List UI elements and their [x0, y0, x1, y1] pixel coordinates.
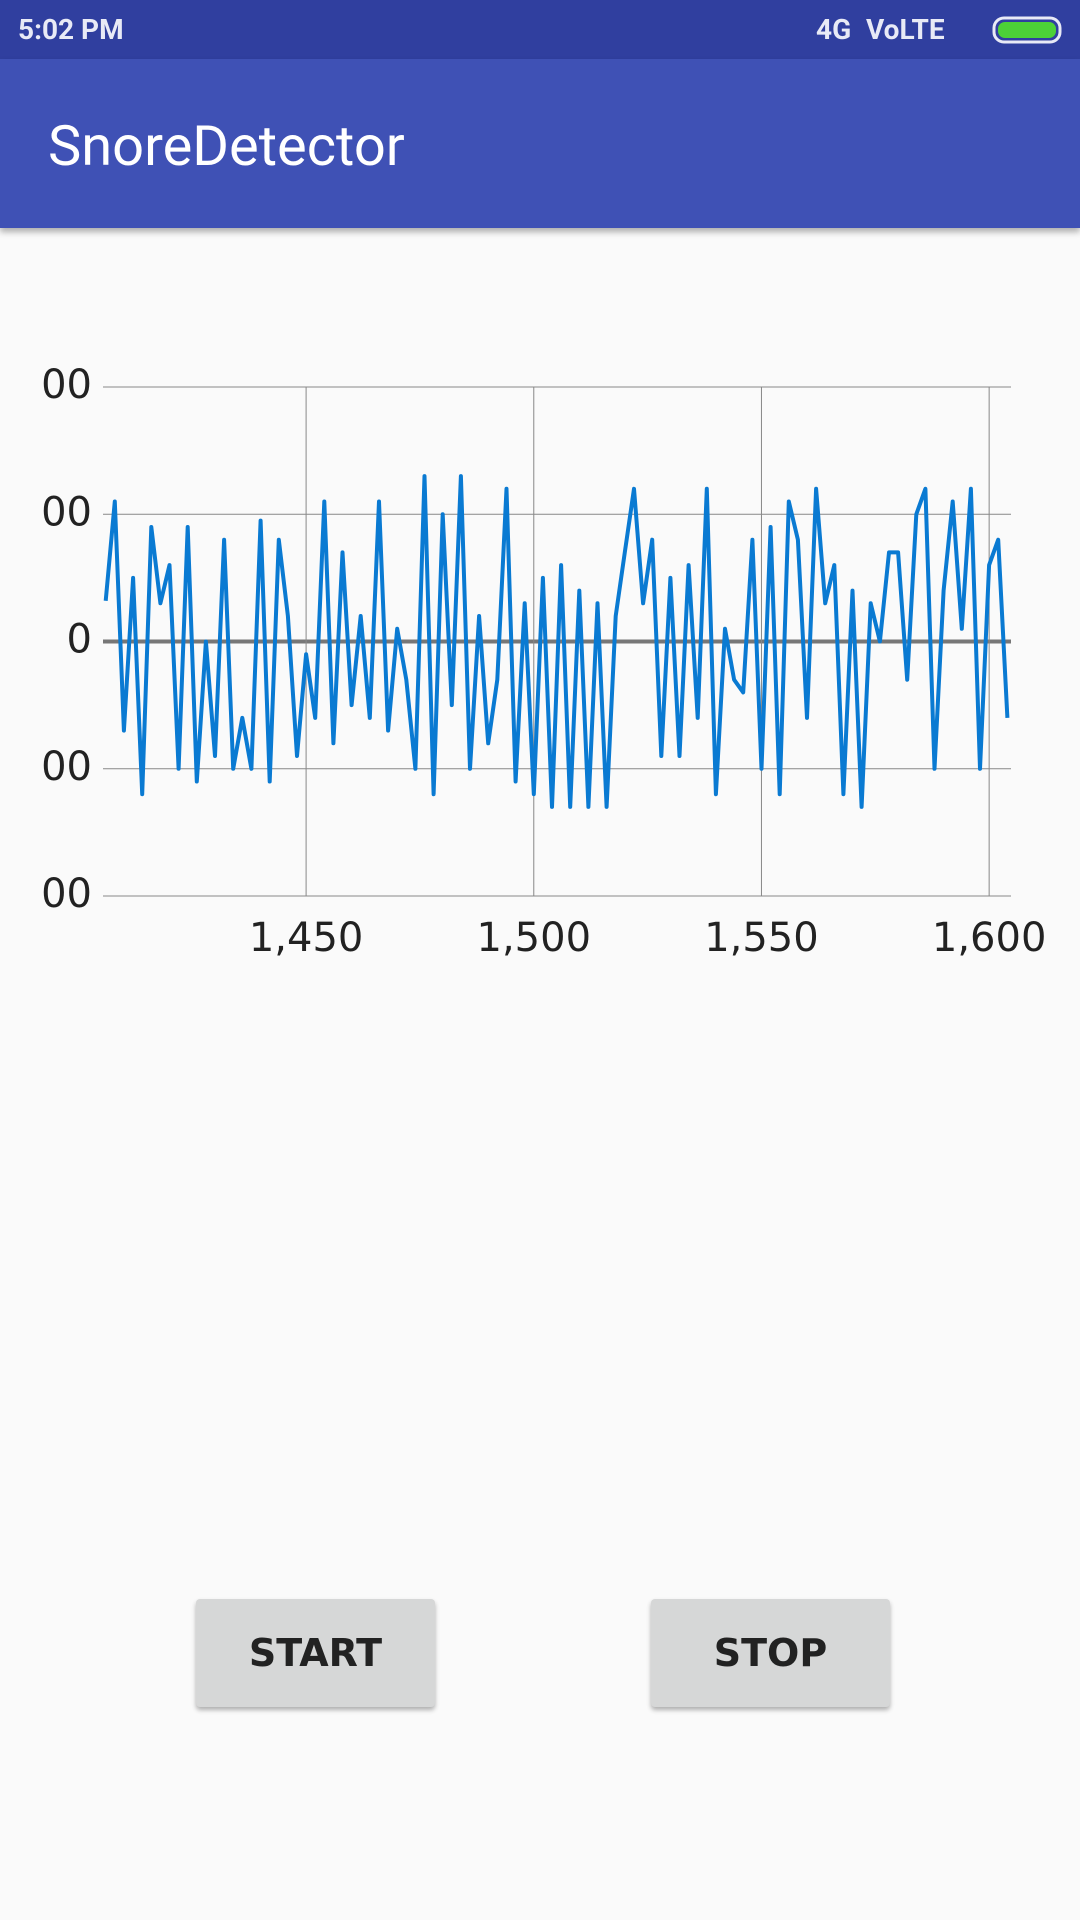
start-button[interactable]: START [196, 1599, 435, 1707]
volte: VoLTE [866, 13, 945, 46]
clock: 5:02 PM [18, 13, 124, 46]
x-tick-label: 1,600 [932, 915, 1047, 961]
y-tick-label: 00 [41, 744, 92, 790]
stop-button[interactable]: STOP [651, 1599, 890, 1707]
x-tick-label: 1,450 [249, 915, 364, 961]
app-bar: SnoreDetector [0, 59, 1080, 228]
app-title: SnoreDetector [48, 113, 405, 179]
y-tick-label: 00 [41, 362, 92, 408]
status-bar: 5:02 PM 4G VoLTE [0, 0, 1080, 59]
x-tick-label: 1,500 [477, 915, 592, 961]
network-type: 4G [816, 13, 852, 46]
data-line [103, 474, 1010, 809]
y-tick-label: 0 [67, 617, 92, 663]
y-tick-label: 00 [41, 489, 92, 535]
battery-icon [992, 16, 1062, 44]
x-tick-label: 1,550 [704, 915, 819, 961]
y-tick-label: 00 [41, 871, 92, 917]
